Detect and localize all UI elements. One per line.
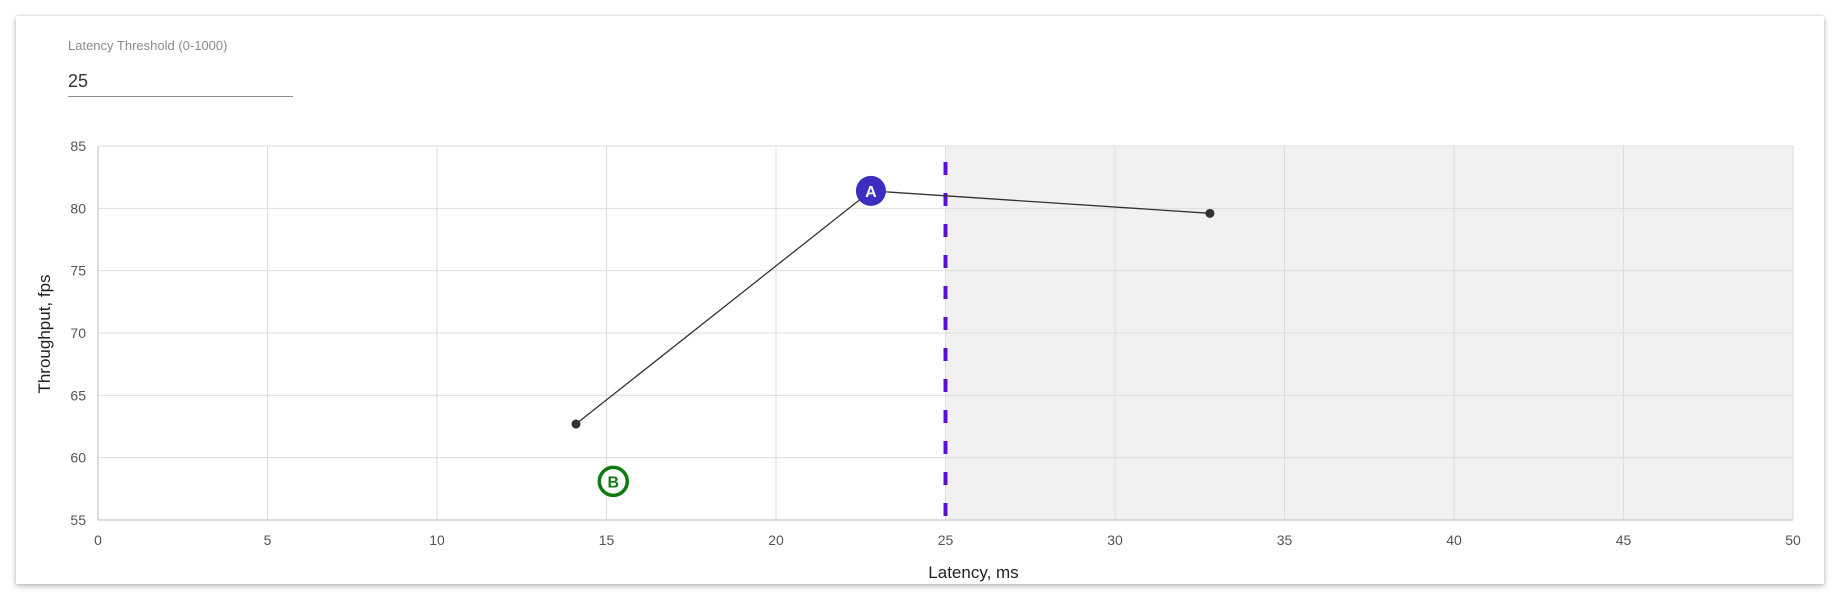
x-tick-label: 25	[938, 532, 954, 548]
marker-a: A	[855, 175, 886, 206]
x-tick-label: 35	[1277, 532, 1293, 548]
x-axis-title: Latency, ms	[928, 563, 1018, 582]
chart-grid	[97, 145, 1794, 521]
x-tick-label: 10	[429, 532, 445, 548]
marker-label: B	[607, 474, 619, 491]
marker-layer: AB	[597, 175, 886, 498]
x-tick-label: 50	[1785, 532, 1801, 548]
marker-b: B	[597, 465, 630, 498]
latency-threshold-label: Latency Threshold (0-1000)	[68, 38, 228, 53]
y-tick-label: 75	[70, 263, 86, 279]
x-tick-label: 15	[599, 532, 615, 548]
data-point	[571, 419, 581, 429]
data-point	[1205, 208, 1215, 218]
marker-circle	[597, 465, 630, 498]
y-tick-label: 60	[70, 450, 86, 466]
x-tick-label: 20	[768, 532, 784, 548]
latency-threshold-field: Latency Threshold (0-1000)	[68, 38, 293, 104]
x-tick-label: 30	[1107, 532, 1123, 548]
x-tick-label: 45	[1616, 532, 1632, 548]
y-tick-label: 85	[70, 138, 86, 154]
tick-labels: 0 5 10 15 20 25 30 35 40 45 50 55 60 65 70 75 80 85	[70, 138, 1801, 548]
marker-label: A	[865, 184, 877, 201]
y-axis-title: Throughput, fps	[35, 274, 54, 393]
latency-threshold-input[interactable]	[68, 66, 293, 97]
y-tick-label: 80	[70, 200, 86, 216]
marker-circle	[855, 175, 886, 206]
x-tick-label: 40	[1446, 532, 1462, 548]
y-tick-label: 70	[70, 325, 86, 341]
x-tick-label: 0	[94, 532, 102, 548]
y-tick-label: 55	[70, 512, 86, 528]
x-tick-label: 5	[264, 532, 272, 548]
y-tick-label: 65	[70, 387, 86, 403]
